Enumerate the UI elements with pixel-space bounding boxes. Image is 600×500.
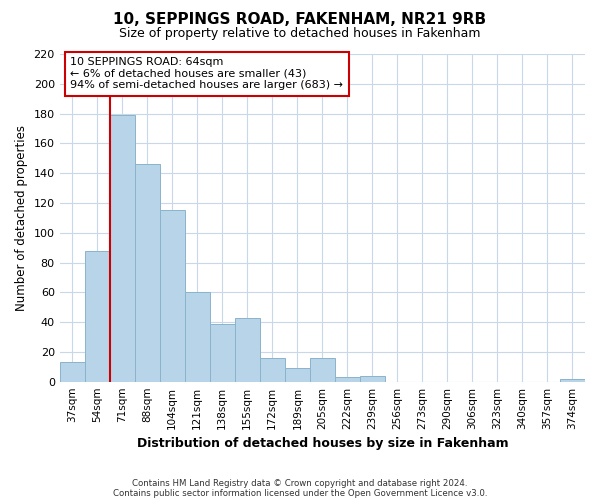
Bar — [260, 358, 285, 382]
Bar — [235, 318, 260, 382]
Text: 10, SEPPINGS ROAD, FAKENHAM, NR21 9RB: 10, SEPPINGS ROAD, FAKENHAM, NR21 9RB — [113, 12, 487, 28]
Bar — [335, 377, 360, 382]
Bar — [360, 376, 385, 382]
Bar — [285, 368, 310, 382]
Bar — [210, 324, 235, 382]
Bar — [110, 115, 135, 382]
Text: Size of property relative to detached houses in Fakenham: Size of property relative to detached ho… — [119, 28, 481, 40]
Bar — [135, 164, 160, 382]
Text: 10 SEPPINGS ROAD: 64sqm
← 6% of detached houses are smaller (43)
94% of semi-det: 10 SEPPINGS ROAD: 64sqm ← 6% of detached… — [70, 58, 343, 90]
Bar — [160, 210, 185, 382]
Bar — [310, 358, 335, 382]
Text: Contains HM Land Registry data © Crown copyright and database right 2024.: Contains HM Land Registry data © Crown c… — [132, 478, 468, 488]
Y-axis label: Number of detached properties: Number of detached properties — [15, 125, 28, 311]
Bar — [85, 250, 110, 382]
Text: Contains public sector information licensed under the Open Government Licence v3: Contains public sector information licen… — [113, 488, 487, 498]
Bar — [59, 362, 85, 382]
Bar — [185, 292, 210, 382]
Bar — [560, 378, 585, 382]
X-axis label: Distribution of detached houses by size in Fakenham: Distribution of detached houses by size … — [137, 437, 508, 450]
